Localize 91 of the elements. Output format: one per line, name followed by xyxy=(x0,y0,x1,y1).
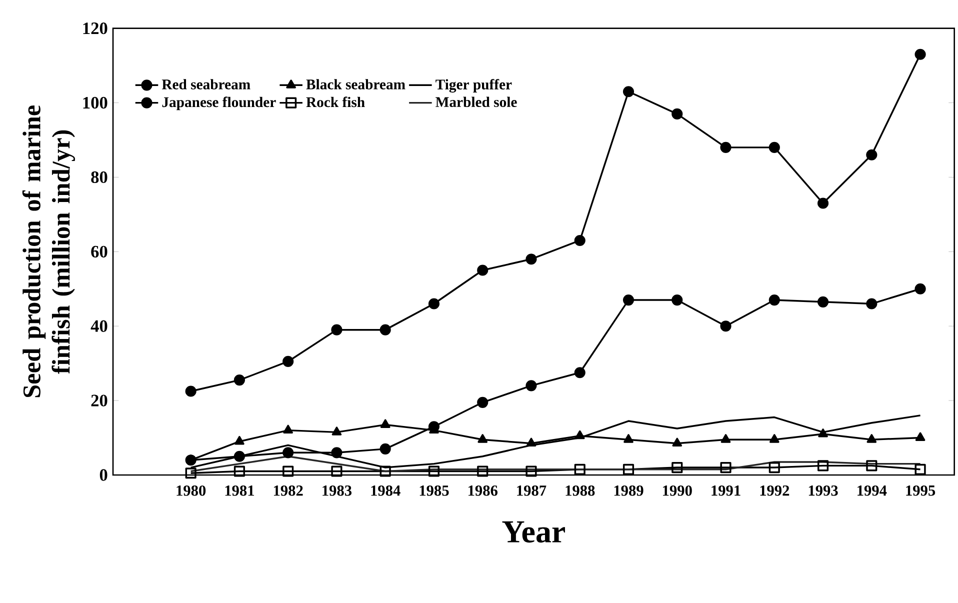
point xyxy=(915,432,926,441)
x-tick-label: 1982 xyxy=(274,485,303,496)
point xyxy=(574,234,586,246)
y-tick-label: 120 xyxy=(83,22,108,34)
x-tick-label: 1993 xyxy=(808,485,838,496)
x-tick-label: 1994 xyxy=(858,485,887,496)
point xyxy=(914,48,926,60)
point xyxy=(282,466,294,477)
point xyxy=(185,386,196,397)
point xyxy=(526,438,536,447)
x-tick-label: 1987 xyxy=(517,485,546,496)
point xyxy=(526,380,537,392)
x-axis-title: Year xyxy=(502,521,565,543)
y-tick-label: 0 xyxy=(100,469,108,481)
point xyxy=(672,462,683,474)
point xyxy=(622,294,634,306)
legend-label: Rock fish xyxy=(306,96,365,108)
point xyxy=(768,142,780,153)
x-tick-label: 1991 xyxy=(712,485,740,496)
x-tick-label: 1984 xyxy=(371,485,400,496)
point xyxy=(234,374,245,386)
point xyxy=(380,419,390,428)
y-tick-label: 100 xyxy=(83,96,108,109)
point xyxy=(331,466,342,477)
x-tick-label: 1985 xyxy=(420,485,449,496)
point xyxy=(622,464,634,475)
point xyxy=(380,324,391,336)
point xyxy=(720,320,732,332)
point xyxy=(574,430,585,440)
x-tick-label: 1990 xyxy=(663,485,692,496)
y-tick-label: 20 xyxy=(91,394,108,406)
point xyxy=(768,294,780,306)
point xyxy=(331,447,342,458)
x-tick-label: 1981 xyxy=(225,485,254,496)
point xyxy=(624,434,634,443)
point xyxy=(380,443,391,454)
point xyxy=(477,466,488,477)
point xyxy=(720,434,731,443)
y-axis-title: Seed production of marine finfish (million ind/yr) xyxy=(22,106,75,398)
x-tick-label: 1988 xyxy=(566,485,595,496)
point xyxy=(234,436,244,445)
legend-label: Marbled sole xyxy=(436,96,517,108)
point xyxy=(331,324,342,336)
point xyxy=(866,460,878,472)
point xyxy=(720,462,732,474)
legend-label: Tiger puffer xyxy=(436,78,512,93)
x-tick-label: 1995 xyxy=(906,485,936,496)
point xyxy=(574,464,586,475)
point xyxy=(478,434,488,443)
point xyxy=(282,356,294,367)
point xyxy=(866,434,877,443)
legend-label: Red seabream xyxy=(162,79,250,90)
x-tick-label: 1992 xyxy=(760,485,790,496)
point xyxy=(768,462,780,474)
point xyxy=(428,298,440,310)
legend-label: Japanese flounder xyxy=(162,96,276,110)
point xyxy=(720,142,732,153)
point xyxy=(818,428,828,438)
point xyxy=(914,283,926,294)
point xyxy=(477,396,488,408)
point xyxy=(622,86,634,98)
x-tick-label: 1983 xyxy=(322,485,352,496)
point xyxy=(234,450,245,462)
point xyxy=(282,447,294,458)
point xyxy=(769,434,780,443)
point xyxy=(672,294,683,306)
point xyxy=(526,254,537,265)
x-tick-label: 1980 xyxy=(176,485,206,496)
point xyxy=(380,466,391,477)
point xyxy=(332,426,342,436)
point xyxy=(477,264,488,276)
point xyxy=(817,198,829,209)
point xyxy=(283,424,293,434)
y-tick-label: 60 xyxy=(91,246,108,258)
point xyxy=(672,108,683,120)
point xyxy=(914,464,926,475)
point xyxy=(526,466,537,477)
y-tick-label: 80 xyxy=(91,171,108,184)
point xyxy=(234,466,245,477)
point xyxy=(428,466,440,477)
x-tick-label: 1989 xyxy=(614,485,644,496)
x-tick-label: 1986 xyxy=(468,485,498,496)
y-tick-label: 40 xyxy=(90,320,108,332)
point xyxy=(672,438,682,447)
point xyxy=(866,298,878,310)
point xyxy=(866,149,878,160)
point xyxy=(574,367,586,378)
point xyxy=(185,468,196,479)
point xyxy=(817,296,829,308)
point xyxy=(817,460,829,472)
legend-label: Black seabream xyxy=(306,79,406,90)
